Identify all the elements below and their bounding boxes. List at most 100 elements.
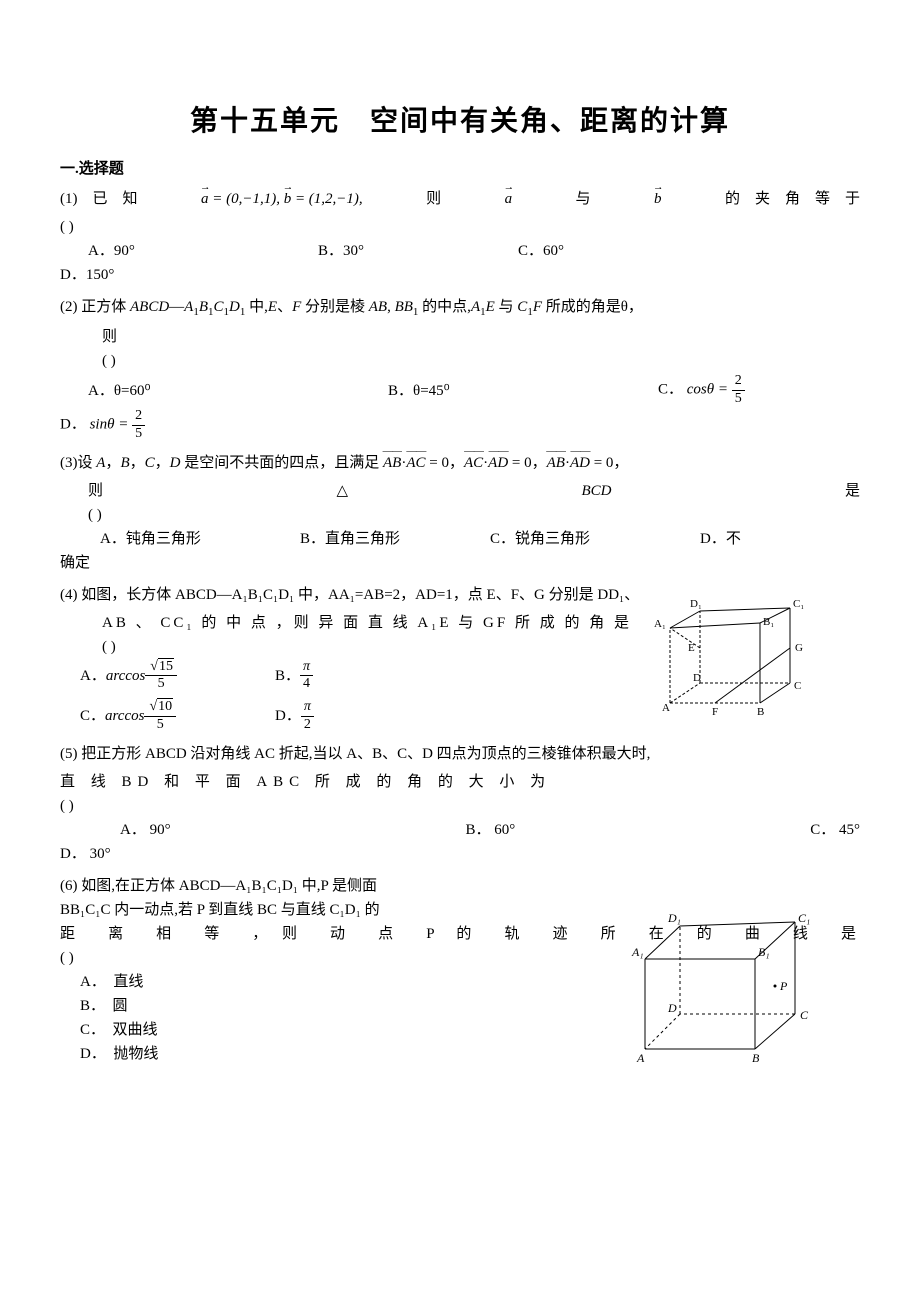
q1-opt-c: C．60°: [518, 239, 564, 263]
lbl-E: E: [688, 642, 695, 654]
question-2: (2) 正方体 ABCD—A1B1C1D1 中,E、F 分别是棱 AB, BB1…: [60, 295, 860, 443]
q2-opt-d: D． sinθ = 25: [60, 408, 860, 443]
q2-d-num: 2: [132, 408, 145, 426]
lbl6-C1: C₁: [798, 911, 810, 925]
q6-text1: (6) 如图,在正方体 ABCD—A₁B₁C₁D₁ 中,P 是侧面: [60, 874, 860, 898]
lbl-A: A: [662, 702, 670, 714]
section-heading: 一.选择题: [60, 157, 860, 181]
q1-formula: →a = (0,−1,1), →b = (1,2,−1),: [201, 187, 363, 211]
q4-opt-d: D． π2: [275, 699, 314, 734]
q3-opt-d: D．不: [700, 527, 741, 551]
lbl-G: G: [795, 642, 803, 654]
q4-d-num: π: [301, 699, 314, 717]
q1-opt-b: B．30°: [318, 239, 518, 263]
lbl6-A: A: [636, 1051, 645, 1065]
document-title: 第十五单元 空间中有关角、距离的计算: [60, 100, 860, 145]
q4-b-num: π: [300, 659, 313, 677]
q5-opt-b: B． 60°: [466, 818, 516, 842]
q4-d-den: 2: [301, 717, 314, 734]
q3-l2-b: △: [336, 479, 348, 503]
q1-lead: (1) 已 知: [60, 187, 138, 211]
q3-line2: 则 △ BCD 是: [60, 479, 860, 503]
lbl6-P: P: [779, 979, 788, 993]
q5-paren: ( ): [60, 794, 860, 818]
q1-body: (1) 已 知 →a = (0,−1,1), →b = (1,2,−1), 则 …: [60, 187, 860, 211]
q3-opt-a: A．钝角三角形: [100, 527, 300, 551]
q4-a-den: 5: [145, 676, 177, 693]
question-3: (3)设 A，B，C，D 是空间不共面的四点，且满足 ——→AB·——→AC =…: [60, 451, 860, 575]
lbl6-D1: D₁: [667, 911, 681, 925]
q1-vec-b: →b: [654, 187, 662, 211]
lbl6-A1: A₁: [631, 945, 644, 959]
lbl-C: C: [794, 680, 801, 692]
q2-opt-a: A．θ=60⁰: [88, 379, 388, 403]
lbl-D: D: [693, 672, 701, 684]
q3-paren: ( ): [60, 503, 860, 527]
lbl-B1: B₁: [763, 616, 774, 628]
q4-c-den: 5: [144, 717, 176, 734]
q1-mid-yu: 与: [576, 187, 591, 211]
q5-opt-c: C． 45°: [810, 818, 860, 842]
q4-opt-b: B． π4: [275, 659, 313, 694]
q3-l2-d: 是: [845, 479, 860, 503]
q2-opts-row: A．θ=60⁰ B．θ=45⁰ C． cosθ = 25: [60, 373, 860, 408]
q2-text: (2) 正方体 ABCD—A1B1C1D1 中,E、F 分别是棱 AB, BB1…: [60, 295, 860, 322]
q5-line2: 直 线 BD 和 平 面 ABC 所 成 的 角 的 大 小 为: [60, 770, 860, 794]
lbl-B: B: [757, 706, 764, 718]
q2-paren: ( ): [60, 349, 860, 373]
q5-opt-a: A． 90°: [120, 818, 171, 842]
q4-a-pre: A．: [80, 664, 106, 688]
lbl-F: F: [712, 706, 718, 718]
q1-mid-label: 则: [426, 187, 441, 211]
q2-c-num: 2: [732, 373, 745, 391]
q2-d-den: 5: [132, 426, 145, 443]
q1-vec-a: →a: [505, 187, 513, 211]
q3-l2-a: 则: [88, 479, 103, 503]
q3-l2-c: BCD: [582, 479, 612, 503]
q4-c-pre: C．: [80, 704, 105, 728]
question-5: (5) 把正方形 ABCD 沿对角线 AC 折起,当以 A、B、C、D 四点为顶…: [60, 742, 860, 866]
q3-opt-d-cont: 确定: [60, 551, 860, 575]
lbl-C1: C₁: [793, 598, 804, 610]
q5-opts-row: A． 90° B． 60° C． 45°: [60, 818, 860, 842]
lbl6-B: B: [752, 1051, 760, 1065]
q1-tail: 的 夹 角 等 于: [725, 187, 860, 211]
q4-b-pre: B．: [275, 664, 300, 688]
q2-d-eq: sinθ =: [90, 417, 129, 433]
q3-opt-c: C．锐角三角形: [490, 527, 700, 551]
q2-d-pre: D．: [60, 417, 86, 433]
q5-text: (5) 把正方形 ABCD 沿对角线 AC 折起,当以 A、B、C、D 四点为顶…: [60, 742, 860, 766]
lbl6-C: C: [800, 1008, 809, 1022]
q5-opt-d: D． 30°: [60, 842, 860, 866]
lbl6-D: D: [667, 1001, 677, 1015]
q3-body: (3)设 A，B，C，D 是空间不共面的四点，且满足 ——→AB·——→AC =…: [60, 451, 860, 475]
q2-c-pre: C．: [658, 382, 683, 398]
q4-a-num: 15: [145, 659, 177, 677]
q1-paren: ( ): [60, 215, 860, 239]
q1-opt-a: A．90°: [88, 239, 318, 263]
lbl-D1: D₁: [690, 598, 702, 610]
q4-b-den: 4: [300, 676, 313, 693]
question-4: (4) 如图，长方体 ABCD—A₁B₁C₁D₁ 中，AA₁=AB=2，AD=1…: [60, 583, 860, 734]
q2-line2: 则: [60, 325, 860, 349]
q1-opts-row1: A．90° B．30° C．60°: [60, 239, 860, 263]
q4-opt-a: A． arccos 155: [80, 659, 235, 694]
q4-a-func: arccos: [106, 664, 145, 688]
q4-opt-c: C． arccos 105: [80, 699, 235, 734]
q6-diagram: A B C D A₁ B₁ C₁ D₁ P: [620, 904, 820, 1082]
question-1: (1) 已 知 →a = (0,−1,1), →b = (1,2,−1), 则 …: [60, 187, 860, 287]
lbl-A1: A₁: [654, 618, 666, 630]
q4-c-num: 10: [144, 699, 176, 717]
q2-c-eq: cosθ =: [687, 382, 728, 398]
lbl6-B1: B₁: [758, 945, 770, 959]
q2-opt-b: B．θ=45⁰: [388, 379, 658, 403]
q4-d-pre: D．: [275, 704, 301, 728]
q3-opt-b: B．直角三角形: [300, 527, 490, 551]
q4-c-func: arccos: [105, 704, 144, 728]
q2-c-den: 5: [732, 391, 745, 408]
question-6: (6) 如图,在正方体 ABCD—A₁B₁C₁D₁ 中,P 是侧面 B B₁ C₁ C…: [60, 874, 860, 1066]
q2-opt-c: C． cosθ = 25: [658, 373, 745, 408]
q3-opts: A．钝角三角形 B．直角三角形 C．锐角三角形 D．不: [60, 527, 860, 551]
q1-opt-d: D．150°: [60, 263, 860, 287]
q4-diagram: A B C D A₁ B₁ C₁ D₁ E F G: [650, 593, 810, 741]
